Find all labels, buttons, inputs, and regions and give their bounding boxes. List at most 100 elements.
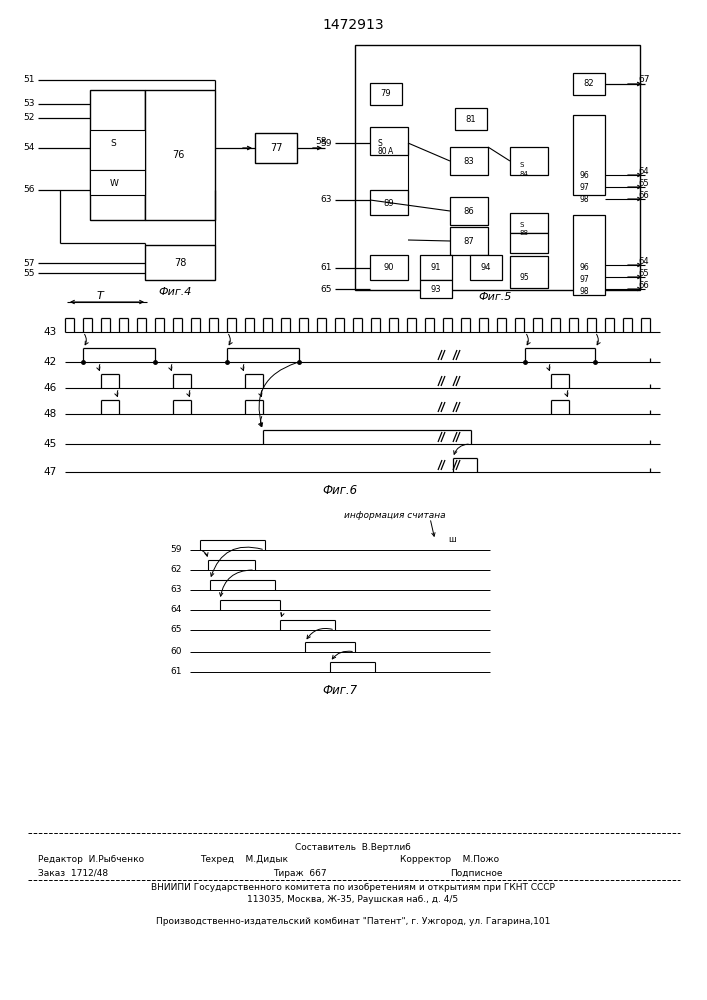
Text: 95: 95 bbox=[520, 273, 530, 282]
Text: 91: 91 bbox=[431, 263, 441, 272]
Text: S: S bbox=[377, 138, 382, 147]
Bar bbox=[450, 227, 488, 255]
Text: 86: 86 bbox=[464, 207, 474, 216]
Bar bbox=[455, 108, 487, 130]
Text: 89: 89 bbox=[384, 198, 395, 208]
Text: Техред    М.Дидык: Техред М.Дидык bbox=[200, 856, 288, 864]
Text: 63: 63 bbox=[170, 585, 182, 594]
Text: 57: 57 bbox=[23, 258, 35, 267]
Text: 96: 96 bbox=[580, 263, 590, 272]
Bar bbox=[90, 170, 145, 195]
Text: 45: 45 bbox=[44, 439, 57, 449]
Bar bbox=[573, 73, 605, 95]
Text: ВНИИПИ Государственного комитета по изобретениям и открытиям при ГКНТ СССР: ВНИИПИ Государственного комитета по изоб… bbox=[151, 884, 555, 892]
Text: Редактор  И.Рыбченко: Редактор И.Рыбченко bbox=[38, 856, 144, 864]
Text: 65: 65 bbox=[638, 268, 648, 277]
Text: 98: 98 bbox=[580, 194, 590, 204]
Text: 83: 83 bbox=[464, 156, 474, 165]
Text: 47: 47 bbox=[44, 467, 57, 477]
Bar bbox=[370, 83, 402, 105]
Text: 42: 42 bbox=[44, 357, 57, 367]
Bar bbox=[90, 90, 145, 220]
Text: T: T bbox=[97, 291, 103, 301]
Bar bbox=[510, 213, 548, 233]
Text: 82: 82 bbox=[584, 80, 595, 89]
Text: 98: 98 bbox=[580, 288, 590, 296]
Text: S: S bbox=[520, 222, 525, 228]
Text: 58: 58 bbox=[315, 137, 327, 146]
Text: 52: 52 bbox=[23, 113, 35, 122]
Text: 61: 61 bbox=[170, 668, 182, 676]
Text: 113035, Москва, Ж-35, Раушская наб., д. 4/5: 113035, Москва, Ж-35, Раушская наб., д. … bbox=[247, 896, 459, 904]
Text: 51: 51 bbox=[23, 76, 35, 85]
Text: 93: 93 bbox=[431, 284, 441, 294]
Text: 56: 56 bbox=[23, 186, 35, 194]
Text: 61: 61 bbox=[320, 263, 332, 272]
Bar bbox=[370, 255, 408, 280]
Text: 78: 78 bbox=[174, 258, 186, 268]
Text: 66: 66 bbox=[638, 190, 649, 200]
Text: 53: 53 bbox=[23, 100, 35, 108]
Text: 62: 62 bbox=[170, 566, 182, 574]
Text: 97: 97 bbox=[580, 182, 590, 192]
Bar bbox=[355, 45, 640, 290]
Text: 64: 64 bbox=[638, 166, 648, 176]
Text: 77: 77 bbox=[270, 143, 282, 153]
Text: Фиг.7: Фиг.7 bbox=[322, 684, 358, 696]
Text: Подписное: Подписное bbox=[450, 868, 503, 878]
Text: 79: 79 bbox=[380, 90, 391, 99]
Text: 65: 65 bbox=[638, 178, 648, 188]
Text: ш: ш bbox=[448, 536, 456, 544]
Text: Тираж  667: Тираж 667 bbox=[273, 868, 327, 878]
Text: 48: 48 bbox=[44, 409, 57, 419]
Text: 76: 76 bbox=[172, 150, 185, 160]
Text: 96: 96 bbox=[580, 170, 590, 180]
Text: 64: 64 bbox=[638, 256, 648, 265]
Bar bbox=[450, 197, 488, 225]
Text: 67: 67 bbox=[638, 76, 650, 85]
Bar bbox=[145, 245, 215, 280]
Text: Корректор    М.Пожо: Корректор М.Пожо bbox=[400, 856, 499, 864]
Text: Заказ  1712/48: Заказ 1712/48 bbox=[38, 868, 108, 878]
Text: 87: 87 bbox=[464, 236, 474, 245]
Text: A: A bbox=[388, 147, 393, 156]
Text: 94: 94 bbox=[481, 263, 491, 272]
Text: 97: 97 bbox=[580, 275, 590, 284]
Bar bbox=[573, 115, 605, 195]
Text: 63: 63 bbox=[320, 196, 332, 205]
Text: Фиг.4: Фиг.4 bbox=[158, 287, 192, 297]
Bar bbox=[470, 255, 502, 280]
Bar bbox=[145, 90, 215, 220]
Bar bbox=[420, 280, 452, 298]
Text: 46: 46 bbox=[44, 383, 57, 393]
Text: 59: 59 bbox=[320, 138, 332, 147]
Text: информация считана: информация считана bbox=[344, 510, 446, 520]
Text: S: S bbox=[520, 162, 525, 168]
Text: 1472913: 1472913 bbox=[322, 18, 384, 32]
Bar bbox=[370, 127, 408, 155]
Text: 80: 80 bbox=[377, 147, 387, 156]
Text: 55: 55 bbox=[23, 268, 35, 277]
Text: W: W bbox=[110, 178, 119, 188]
Text: S: S bbox=[110, 139, 116, 148]
Text: Фиг.5: Фиг.5 bbox=[479, 292, 512, 302]
Text: 60: 60 bbox=[170, 648, 182, 656]
Bar bbox=[573, 215, 605, 295]
Bar bbox=[420, 255, 452, 280]
Bar bbox=[510, 233, 548, 253]
Text: 84: 84 bbox=[520, 171, 529, 177]
Text: 88: 88 bbox=[520, 230, 529, 236]
Bar bbox=[510, 256, 548, 288]
Text: Фиг.6: Фиг.6 bbox=[322, 484, 358, 496]
Text: 66: 66 bbox=[638, 280, 649, 290]
Text: Составитель  В.Вертлиб: Составитель В.Вертлиб bbox=[295, 844, 411, 852]
Bar bbox=[510, 147, 548, 175]
Text: 90: 90 bbox=[384, 263, 395, 272]
Text: 65: 65 bbox=[320, 284, 332, 294]
Text: 59: 59 bbox=[170, 546, 182, 554]
Bar bbox=[370, 190, 408, 215]
Text: 81: 81 bbox=[466, 114, 477, 123]
Text: 64: 64 bbox=[170, 605, 182, 614]
Bar bbox=[90, 130, 145, 170]
Bar bbox=[255, 133, 297, 163]
